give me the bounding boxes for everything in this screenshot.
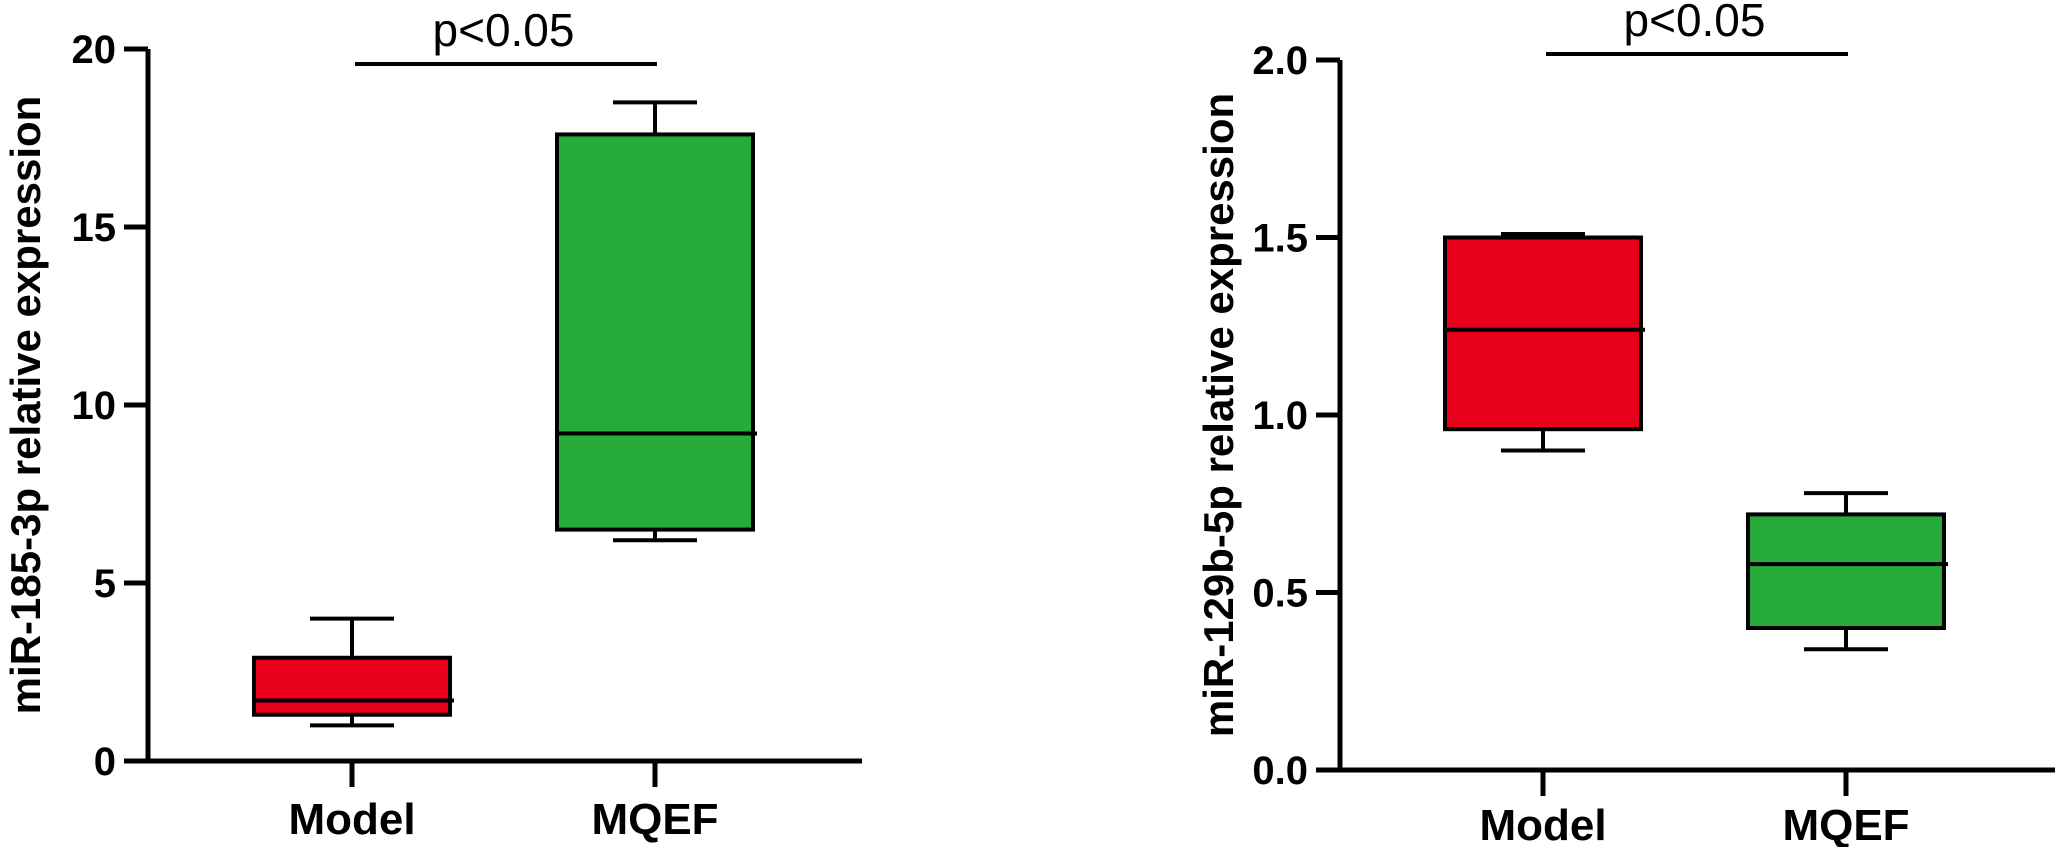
box-mqef [1746, 491, 1948, 652]
y-tick-label: 0 [94, 740, 116, 784]
y-tick-label: 15 [72, 206, 117, 250]
box-iqr [555, 132, 755, 532]
y-tick-label: 0.0 [1252, 749, 1308, 793]
y-tick-label: 1.5 [1252, 217, 1308, 261]
box-iqr [1746, 512, 1946, 631]
box-model [1443, 231, 1645, 453]
box-mqef [555, 100, 757, 543]
y-tick-label: 20 [72, 28, 117, 72]
y-tick-label: 10 [72, 384, 117, 428]
x-tick-label: Model [1479, 801, 1606, 847]
y-tick-label: 1.0 [1252, 394, 1308, 438]
significance-label: p<0.05 [433, 4, 575, 56]
box-iqr [252, 655, 452, 717]
x-tick-label: MQEF [591, 795, 718, 844]
x-tick-label: Model [288, 795, 415, 844]
panel-mir-185-3p: 0 5 10 15 20 miR-185-3p relative expression Mo… [2, 4, 862, 844]
x-tick-label: MQEF [1782, 801, 1909, 847]
box-model [252, 616, 454, 728]
y-axis-label: miR-129b-5p relative expression [1195, 93, 1242, 737]
significance-label: p<0.05 [1624, 0, 1766, 46]
box-iqr [1443, 235, 1643, 432]
y-tick-label: 0.5 [1252, 572, 1308, 616]
y-axis-label: miR-185-3p relative expression [2, 96, 49, 715]
y-tick-label: 5 [94, 562, 116, 606]
y-tick-label: 2.0 [1252, 39, 1308, 83]
